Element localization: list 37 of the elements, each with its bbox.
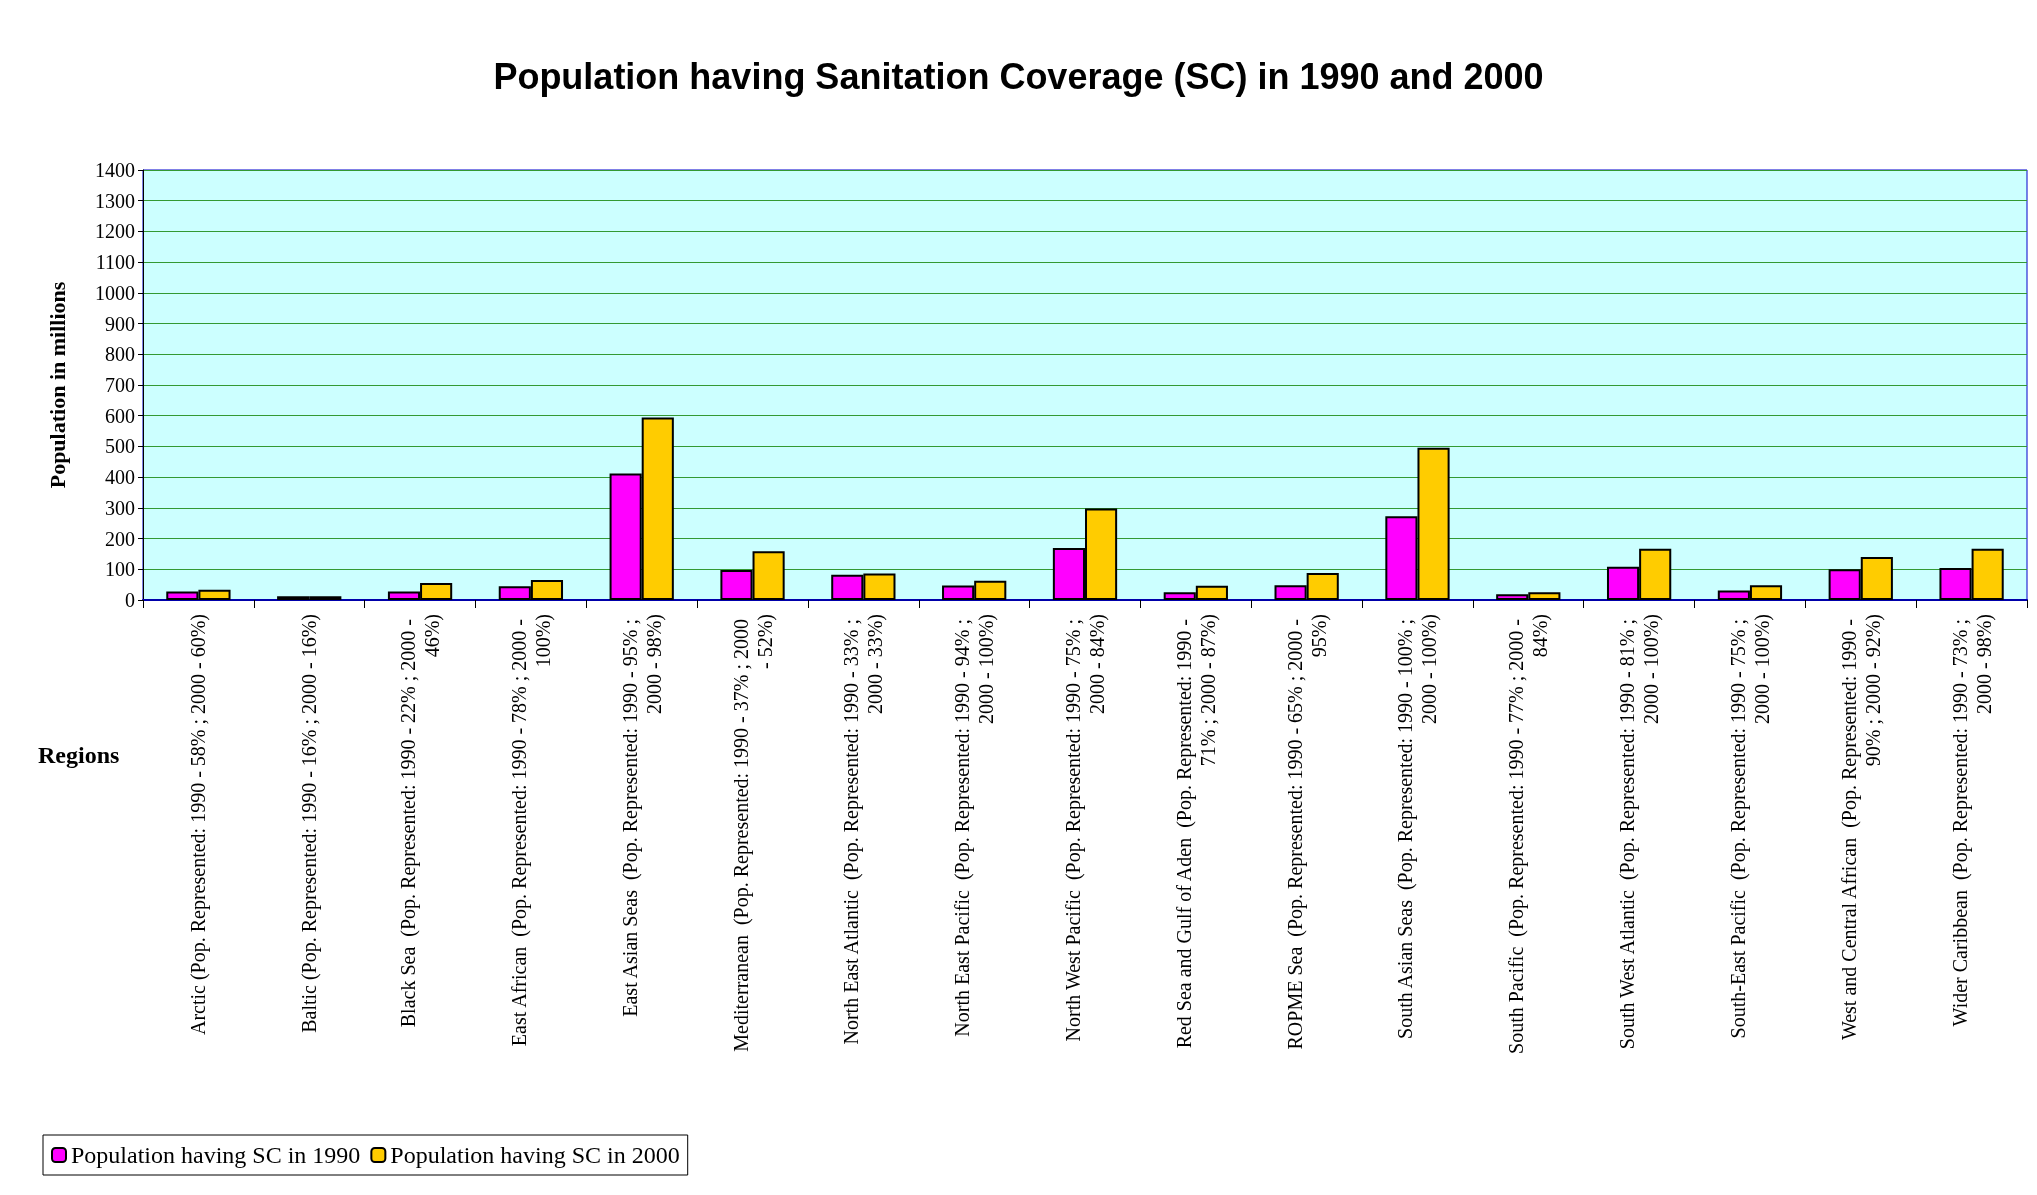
x-tick-label: North East Pacific (Pop. Represented: 1990 - 94% ; 2000 - 100%) [951,614,999,1037]
x-tick-label: East Asian Seas (Pop. Represented: 1990 - 95% ; 2000 - 98%) [618,614,666,1017]
x-tick-label: ROPME Sea (Pop. Represented: 1990 - 65% ; 2000 - 95%) [1283,614,1331,1050]
y-tick-label: 1300 [95,189,135,212]
x-tick-label: West and Central African (Pop. Represented: 1990 - 90% ; 2000 - 92%) [1837,614,1885,1041]
x-tick-label: East African (Pop. Represented: 1990 - 78% ; 2000 - 100%) [507,614,555,1047]
x-tick-label: Mediterranean (Pop. Represented: 1990 - 37% ; 2000 - 52%) [729,614,777,1052]
x-tick-label: South Pacific (Pop. Represented: 1990 - 77% ; 2000 - 84%) [1505,614,1553,1054]
y-tick-label: 900 [105,312,135,335]
y-tick-label: 1000 [95,281,135,304]
y-tick-label: 1100 [95,251,135,274]
x-tick-label: South West Atlantic (Pop. Represented: 1990 - 81% ; 2000 - 100%) [1616,614,1664,1050]
legend-label: Population having SC in 1990 [71,1142,361,1168]
y-tick-label: 1200 [95,220,135,243]
x-tick-label: Black Sea (Pop. Represented: 1990 - 22% ; 2000 - 46%) [397,614,445,1028]
x-tick-label: North West Pacific (Pop. Represented: 1990 - 75% ; 2000 - 84%) [1062,614,1109,1042]
y-tick-label: 1400 [95,159,135,181]
x-tick-label: South-East Pacific (Pop. Represented: 1990 - 75% ; 2000 - 100%) [1726,614,1774,1039]
x-axis-title: Regions [38,742,120,768]
y-tick-label: 800 [105,343,135,366]
y-tick-label: 600 [105,404,135,427]
x-tick-label: North East Atlantic (Pop. Represented: 1990 - 33% ; 2000 - 33%) [840,614,888,1045]
y-axis-title: Population in millions [44,281,70,489]
y-tick-label: 500 [105,435,135,458]
x-tick-label: Baltic (Pop. Represented: 1990 - 16% ; 2000 - 16%) [298,614,322,1033]
y-tick-label: 400 [105,466,135,489]
y-tick-label: 100 [105,558,135,581]
legend-label: Population having SC in 2000 [390,1142,680,1168]
chart-title: Population having Sanitation Coverage (SC) in 1990 and 2000 [493,55,1544,97]
x-tick-label: South Asian Seas (Pop. Represented: 1990 - 100% ; 2000 - 100%) [1394,614,1442,1039]
x-tick-label: Wider Caribbean (Pop. Represented: 1990 - 73% ; 2000 - 98%) [1948,614,1996,1027]
y-tick-label: 0 [125,589,135,611]
y-tick-label: 700 [105,374,135,396]
x-tick-label: Arctic (Pop. Represented: 1990 - 58% ; 2000 - 60%) [187,614,211,1036]
y-tick-label: 300 [105,496,135,519]
y-tick-label: 200 [105,527,135,550]
x-tick-label: Red Sea and Gulf of Aden (Pop. Represented: 1990 - 71% ; 2000 - 87%) [1172,614,1220,1049]
